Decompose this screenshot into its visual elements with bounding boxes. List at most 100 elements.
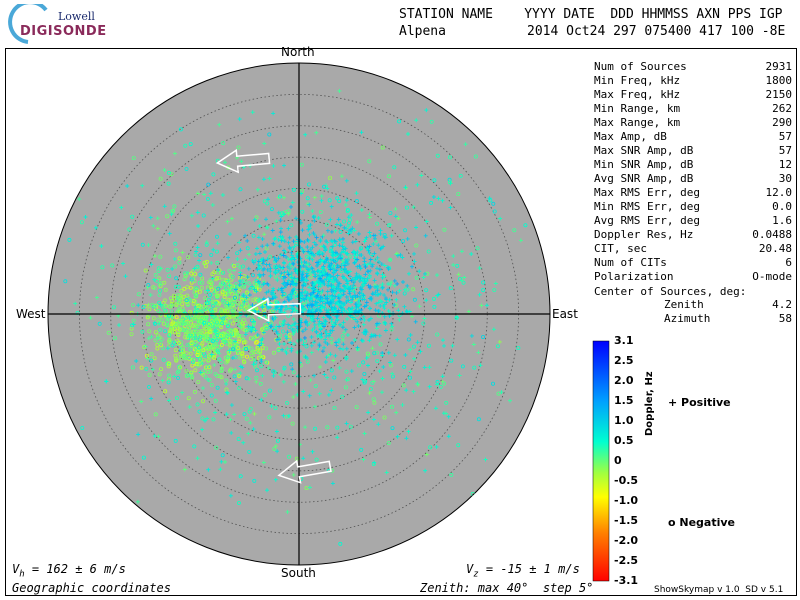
negative-legend: o Negative <box>668 516 736 529</box>
positive-source-marks <box>257 245 384 337</box>
stat-value: 12 <box>778 158 792 171</box>
negative-source-marks <box>152 284 263 309</box>
positive-source-marks <box>252 411 257 416</box>
positive-source-marks <box>424 452 429 457</box>
stat-row: Max Amp, dB 57 <box>594 130 792 144</box>
positive-source-marks <box>224 245 474 417</box>
stat-label: Max SNR Amp, dB <box>594 144 694 157</box>
stat-row: CIT, sec 20.48 <box>594 242 792 256</box>
stat-label: Min Freq, kHz <box>594 74 681 87</box>
negative-source-marks <box>189 277 194 282</box>
negative-source-marks <box>173 328 296 443</box>
positive-source-marks <box>283 272 323 325</box>
positive-source-marks <box>315 260 371 288</box>
negative-source-marks <box>240 264 245 269</box>
negative-source-marks <box>188 285 193 290</box>
negative-source-marks <box>201 263 460 356</box>
colorbar-tick: -3.1 <box>614 574 639 587</box>
positive-source-marks <box>309 317 314 321</box>
positive-source-marks <box>288 282 293 287</box>
positive-source-marks <box>253 252 258 256</box>
negative-source-marks <box>245 354 250 359</box>
doppler-colorbar <box>592 340 610 582</box>
positive-source-marks <box>172 257 358 379</box>
positive-source-marks <box>291 235 325 354</box>
positive-source-marks <box>201 262 326 326</box>
positive-source-marks <box>250 259 333 308</box>
negative-source-marks <box>209 252 214 257</box>
header-station: Alpena <box>399 24 446 39</box>
positive-source-marks <box>281 317 413 374</box>
positive-source-marks <box>180 250 461 277</box>
negative-source-marks <box>481 335 486 339</box>
negative-source-marks <box>220 209 497 458</box>
negative-source-marks <box>190 297 231 337</box>
positive-source-marks <box>165 196 489 361</box>
positive-source-marks <box>212 295 417 376</box>
positive-source-marks <box>444 411 449 416</box>
negative-source-marks <box>97 321 102 326</box>
positive-source-marks <box>410 314 414 319</box>
negative-source-marks <box>176 277 550 370</box>
stat-label: Max Range, km <box>594 116 681 129</box>
negative-source-marks <box>491 381 496 386</box>
negative-source-marks <box>182 300 226 326</box>
stat-row: Doppler Res, Hz 0.0488 <box>594 228 792 242</box>
positive-source-marks <box>159 266 163 271</box>
negative-source-marks <box>194 287 199 292</box>
negative-source-marks <box>186 255 191 260</box>
negative-source-marks <box>354 199 359 203</box>
positive-source-marks <box>208 182 420 196</box>
negative-source-marks <box>183 294 238 337</box>
colorbar-tick: -1.5 <box>614 514 639 527</box>
positive-source-marks <box>232 207 398 384</box>
stat-row: Num of Sources 2931 <box>594 60 792 74</box>
negative-source-marks <box>194 293 230 360</box>
positive-source-marks <box>155 226 160 231</box>
negative-source-marks <box>179 266 406 388</box>
negative-source-marks <box>63 177 452 284</box>
negative-source-marks <box>156 269 161 274</box>
negative-source-marks <box>174 315 179 320</box>
positive-source-marks <box>286 240 291 245</box>
stat-label: Min SNR Amp, dB <box>594 158 694 171</box>
colorbar-tick: 1.5 <box>614 394 634 407</box>
negative-source-marks <box>152 286 157 290</box>
positive-source-marks <box>296 254 498 382</box>
north-label: North <box>281 45 315 59</box>
colorbar-tick: 3.1 <box>614 334 634 347</box>
negative-source-marks <box>204 209 410 405</box>
stat-row: Min RMS Err, deg 0.0 <box>594 200 792 214</box>
positive-source-marks <box>73 205 416 306</box>
stat-row: Num of CITs 6 <box>594 256 792 270</box>
negative-source-marks <box>215 294 262 360</box>
negative-source-marks <box>147 265 407 389</box>
negative-source-marks <box>168 288 219 333</box>
positive-source-marks <box>200 240 483 432</box>
negative-source-marks <box>147 301 239 362</box>
negative-source-marks <box>403 228 408 233</box>
negative-source-marks <box>167 180 480 389</box>
negative-source-marks <box>198 253 203 258</box>
positive-source-marks <box>317 324 322 329</box>
negative-source-marks <box>159 303 235 348</box>
positive-source-marks <box>315 293 320 298</box>
negative-source-marks <box>278 194 283 199</box>
azimuth-row: Azimuth 58 <box>594 312 792 326</box>
negative-source-marks <box>140 187 243 247</box>
negative-source-marks <box>244 347 249 352</box>
positive-source-marks <box>415 381 420 386</box>
negative-source-marks <box>173 264 240 362</box>
negative-source-marks <box>194 286 449 405</box>
zenith-row: Zenith 4.2 <box>594 298 792 312</box>
negative-source-marks <box>141 127 342 342</box>
stat-value: 1800 <box>765 74 793 87</box>
positive-source-marks <box>182 444 278 472</box>
positive-source-marks <box>289 204 293 209</box>
stat-label: CIT, sec <box>594 242 647 255</box>
negative-source-marks <box>216 349 221 354</box>
positive-source-marks <box>116 130 319 465</box>
negative-source-marks <box>155 264 240 373</box>
positive-source-marks <box>374 239 378 244</box>
positive-source-marks <box>224 198 375 395</box>
